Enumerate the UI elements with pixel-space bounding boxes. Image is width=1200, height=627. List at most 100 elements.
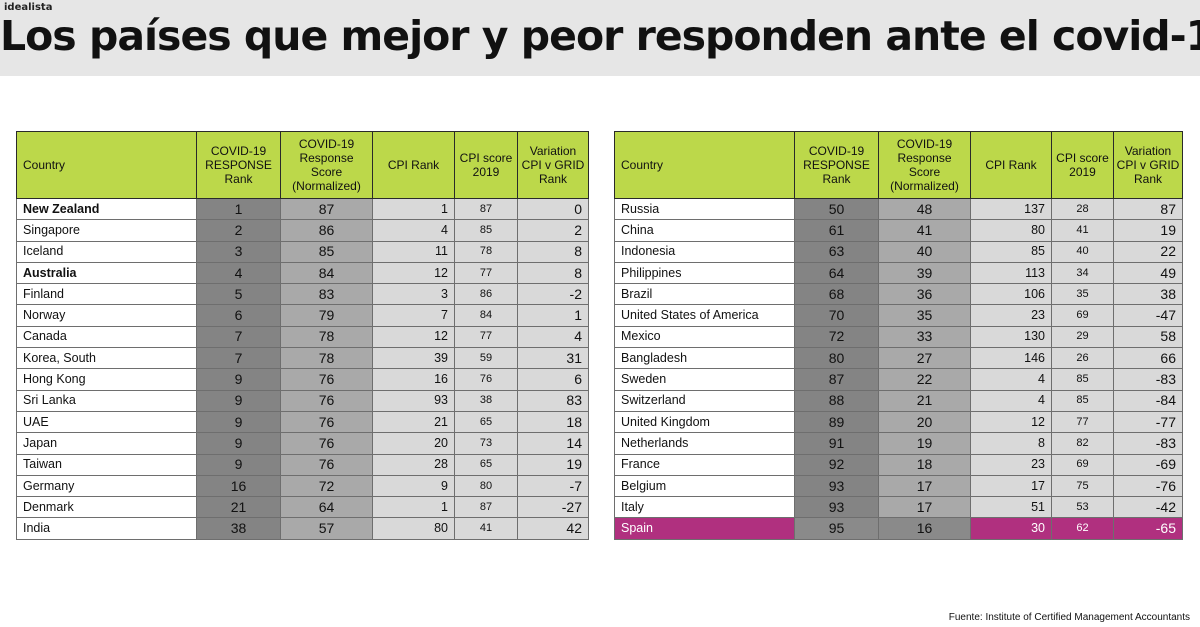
source-note: Fuente: Institute of Certified Managemen… (948, 612, 1190, 623)
cell-country: United States of America (614, 304, 795, 327)
header-cpi-rank: CPI Rank (970, 131, 1052, 199)
cell-cpi-rank: 85 (970, 240, 1052, 263)
worst-response-table: Country COVID-19 RESPONSE Rank COVID-19 … (614, 131, 1183, 540)
cell-response-rank: 91 (794, 432, 879, 455)
cell-cpi-score: 75 (1051, 474, 1114, 498)
cell-response-score: 18 (878, 453, 971, 476)
table-row: United States of America 70 35 23 69 -47 (614, 304, 1183, 327)
table-row: Brazil 68 36 106 35 38 (614, 283, 1183, 306)
cell-cpi-score: 78 (454, 240, 518, 263)
table-row: Taiwan 9 76 28 65 19 (16, 453, 589, 476)
table-row: Sweden 87 22 4 85 -83 (614, 368, 1183, 391)
cell-country: Korea, South (16, 347, 197, 370)
cell-country: Indonesia (614, 240, 795, 263)
cell-cpi-rank: 12 (372, 325, 455, 349)
cell-cpi-rank: 80 (372, 517, 455, 540)
table-row: Netherlands 91 19 8 82 -83 (614, 432, 1183, 455)
cell-response-rank: 80 (794, 347, 879, 370)
header-response-score: COVID-19 Response Score (Normalized) (280, 131, 373, 199)
cell-response-rank: 93 (794, 474, 879, 498)
cell-cpi-rank: 113 (970, 261, 1052, 285)
header-response-rank: COVID-19 RESPONSE Rank (794, 131, 879, 199)
cell-country: Italy (614, 496, 795, 519)
cell-response-score: 40 (878, 240, 971, 263)
cell-response-score: 16 (878, 517, 971, 540)
cell-cpi-rank: 4 (970, 389, 1052, 412)
cell-variation: -47 (1113, 304, 1183, 327)
cell-variation: -69 (1113, 453, 1183, 476)
cell-cpi-score: 28 (1051, 197, 1114, 221)
cell-variation: 6 (517, 368, 589, 391)
cell-country: Switzerland (614, 389, 795, 412)
cell-response-rank: 7 (196, 325, 281, 349)
table-row: India 38 57 80 41 42 (16, 517, 589, 540)
cell-country: India (16, 517, 197, 540)
cell-variation: 8 (517, 240, 589, 263)
cell-response-rank: 6 (196, 304, 281, 327)
cell-cpi-score: 85 (1051, 389, 1114, 412)
cell-country: Hong Kong (16, 368, 197, 391)
cell-response-score: 48 (878, 197, 971, 221)
cell-cpi-score: 35 (1051, 283, 1114, 306)
cell-response-rank: 68 (794, 283, 879, 306)
best-response-table: Country COVID-19 RESPONSE Rank COVID-19 … (16, 131, 589, 540)
cell-cpi-score: 26 (1051, 347, 1114, 370)
cell-response-rank: 9 (196, 432, 281, 455)
cell-cpi-score: 69 (1051, 304, 1114, 327)
cell-country: Taiwan (16, 453, 197, 476)
table-row: Singapore 2 86 4 85 2 (16, 219, 589, 242)
cell-response-score: 27 (878, 347, 971, 370)
cell-cpi-rank: 11 (372, 240, 455, 263)
cell-response-score: 22 (878, 368, 971, 391)
cell-response-score: 76 (280, 453, 373, 476)
cell-variation: 83 (517, 389, 589, 412)
cell-response-rank: 93 (794, 496, 879, 519)
cell-cpi-rank: 7 (372, 304, 455, 327)
cell-cpi-rank: 4 (970, 368, 1052, 391)
cell-cpi-score: 85 (454, 219, 518, 242)
cell-cpi-score: 87 (454, 197, 518, 221)
cell-variation: 58 (1113, 325, 1183, 349)
cell-response-rank: 1 (196, 197, 281, 221)
cell-country: Bangladesh (614, 347, 795, 370)
cell-response-score: 86 (280, 219, 373, 242)
cell-cpi-score: 69 (1051, 453, 1114, 476)
cell-response-rank: 72 (794, 325, 879, 349)
table-row: Spain 95 16 30 62 -65 (614, 517, 1183, 540)
cell-country: France (614, 453, 795, 476)
cell-cpi-rank: 51 (970, 496, 1052, 519)
table-row: New Zealand 1 87 1 87 0 (16, 197, 589, 221)
cell-response-rank: 88 (794, 389, 879, 412)
cell-cpi-score: 80 (454, 474, 518, 498)
table-row: Italy 93 17 51 53 -42 (614, 496, 1183, 519)
table-row: Bangladesh 80 27 146 26 66 (614, 347, 1183, 370)
cell-cpi-rank: 20 (372, 432, 455, 455)
header-country: Country (614, 131, 795, 199)
table-row: Indonesia 63 40 85 40 22 (614, 240, 1183, 263)
header-response-rank: COVID-19 RESPONSE Rank (196, 131, 281, 199)
cell-cpi-score: 40 (1051, 240, 1114, 263)
cell-variation: -83 (1113, 368, 1183, 391)
cell-cpi-score: 84 (454, 304, 518, 327)
cell-country: Finland (16, 283, 197, 306)
cell-response-score: 64 (280, 496, 373, 519)
cell-variation: 42 (517, 517, 589, 540)
cell-response-rank: 4 (196, 261, 281, 285)
cell-variation: 18 (517, 410, 589, 434)
header-variation: Variation CPI v GRID Rank (517, 131, 589, 199)
cell-cpi-rank: 106 (970, 283, 1052, 306)
cell-cpi-rank: 3 (372, 283, 455, 306)
cell-country: Spain (614, 517, 795, 540)
cell-country: Australia (16, 261, 197, 285)
table-row: Norway 6 79 7 84 1 (16, 304, 589, 327)
cell-cpi-rank: 1 (372, 197, 455, 221)
cell-response-score: 72 (280, 474, 373, 498)
cell-variation: 1 (517, 304, 589, 327)
cell-cpi-rank: 130 (970, 325, 1052, 349)
cell-variation: 2 (517, 219, 589, 242)
cell-cpi-rank: 93 (372, 389, 455, 412)
table-row: Switzerland 88 21 4 85 -84 (614, 389, 1183, 412)
cell-response-score: 79 (280, 304, 373, 327)
cell-variation: -42 (1113, 496, 1183, 519)
cell-response-rank: 87 (794, 368, 879, 391)
